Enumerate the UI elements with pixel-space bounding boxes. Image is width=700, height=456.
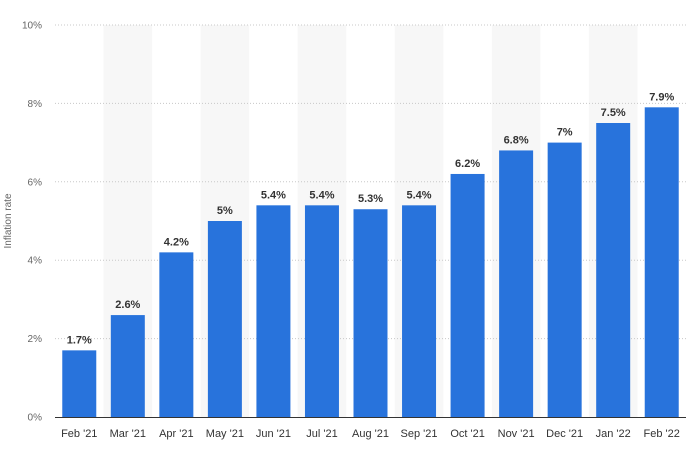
data-label: 6.8% (504, 134, 529, 146)
data-label: 5.4% (261, 189, 286, 201)
y-tick-label: 10% (22, 21, 42, 32)
data-label: 5.3% (358, 193, 383, 205)
data-label: 1.7% (67, 334, 92, 346)
bar[interactable] (353, 209, 388, 417)
y-tick-label: 0% (28, 413, 43, 424)
x-tick-label: Apr '21 (159, 428, 194, 440)
bar[interactable] (110, 315, 145, 417)
y-tick-labels: 0% 2% 4% 6% 8% 10% (22, 21, 42, 424)
bar[interactable] (644, 107, 679, 417)
x-tick-label: Aug '21 (352, 428, 389, 440)
data-label: 5% (217, 205, 233, 217)
data-label: 5.4% (406, 189, 431, 201)
bar[interactable] (402, 205, 437, 417)
bar[interactable] (256, 205, 291, 417)
x-tick-label: Jul '21 (306, 428, 337, 440)
y-tick-label: 6% (28, 177, 43, 188)
x-tick-labels: Feb '21 Mar '21 Apr '21 May '21 Jun '21 Jul '… (61, 428, 680, 440)
x-tick-label: Feb '22 (644, 428, 680, 440)
bar[interactable] (304, 205, 339, 417)
bar[interactable] (62, 350, 97, 417)
x-tick-label: Sep '21 (401, 428, 438, 440)
x-tick-label: Jun '21 (256, 428, 291, 440)
data-label: 7.5% (601, 107, 626, 119)
bar[interactable] (547, 142, 582, 417)
data-label: 5.4% (309, 189, 334, 201)
data-label: 7% (557, 127, 573, 139)
y-tick-label: 8% (28, 99, 43, 110)
data-label: 7.9% (649, 91, 674, 103)
bar[interactable] (596, 123, 631, 417)
x-tick-label: Jan '22 (596, 428, 631, 440)
x-tick-label: Nov '21 (498, 428, 535, 440)
y-tick-label: 2% (28, 334, 43, 345)
bar[interactable] (207, 221, 242, 417)
data-label: 2.6% (115, 299, 140, 311)
x-tick-label: Dec '21 (546, 428, 583, 440)
data-label: 6.2% (455, 158, 480, 170)
bar[interactable] (499, 150, 534, 417)
bar[interactable] (450, 173, 485, 417)
x-tick-label: Feb '21 (61, 428, 97, 440)
y-axis-title: Inflation rate (3, 193, 14, 248)
bar[interactable] (159, 252, 194, 417)
x-tick-label: May '21 (206, 428, 244, 440)
x-tick-label: Oct '21 (450, 428, 485, 440)
y-tick-label: 4% (28, 256, 43, 267)
data-labels: 1.7% 2.6% 4.2% 5% 5.4% 5.4% 5.3% 5.4% 6.2% 6.8% 7%… (67, 91, 675, 346)
data-label: 4.2% (164, 236, 189, 248)
x-tick-label: Mar '21 (110, 428, 146, 440)
bars (62, 107, 679, 417)
